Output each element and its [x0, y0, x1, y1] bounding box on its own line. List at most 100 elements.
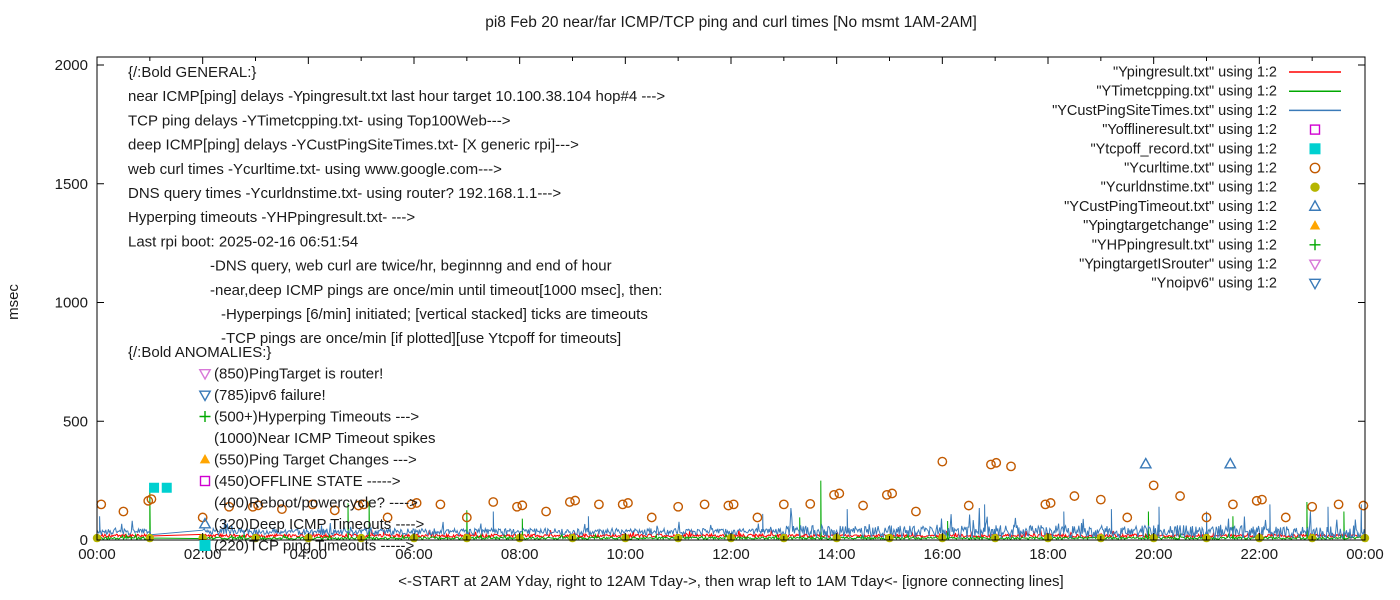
x-tick-label: 20:00 [1135, 546, 1173, 563]
marker-circle-open-icon [353, 500, 364, 511]
marker-triangle-open-icon [1223, 457, 1237, 469]
chart-title: pi8 Feb 20 near/far ICMP/TCP ping and cu… [485, 14, 977, 31]
plot-frame: 00:00 02:00 04:00 06:00 08:00 10:00 12:00 14:00… [55, 56, 1384, 563]
marker-circle-open-icon [277, 504, 287, 515]
general-annotation-line: web curl times -Ycurltime.txt- using www… [127, 161, 502, 178]
marker-circle-open-icon [435, 499, 446, 510]
anomaly-annotation-line: (220)TCP ping Timeouts -----> [214, 538, 414, 555]
marker-square-open-icon [199, 475, 211, 487]
marker-circle-open-icon [329, 505, 340, 516]
general-annotation-line: -TCP pings are once/min [if plotted][use… [221, 330, 621, 347]
general-annotation-line: near ICMP[ping] delays -Ypingresult.txt … [128, 88, 665, 105]
general-annotation-line: -DNS query, web curl are twice/hr, begin… [210, 258, 612, 275]
legend-entry: "Ypingresult.txt" using 1:2 [1113, 65, 1341, 81]
x-tick-label: 10:00 [607, 546, 645, 563]
x-tick-label: 14:00 [818, 546, 856, 563]
marker-circle-open-icon [752, 512, 763, 523]
marker-circle-open-icon [858, 500, 868, 511]
marker-circle-open-icon [570, 495, 581, 506]
marker-circle-open-icon [461, 512, 472, 523]
anomaly-annotation-line: (850)PingTarget is router! [214, 366, 383, 383]
marker-circle-open-icon [146, 494, 157, 505]
marker-circle-open-icon [253, 500, 264, 511]
x-axis-label: <-START at 2AM Yday, right to 12AM Tday-… [398, 573, 1063, 590]
anomaly-annotation-line: (320)Deep ICMP Timeouts ----> [214, 516, 424, 533]
marker-circle-open-icon [991, 457, 1002, 468]
marker-circle-open-icon [541, 506, 551, 517]
general-annotation-line: Last rpi boot: 2025-02-16 06:51:54 [128, 233, 358, 250]
general-annotation-line: deep ICMP[ping] delays -YCustPingSiteTim… [128, 137, 579, 154]
anomaly-annotation-line: (400)Reboot/powercycle? ----> [214, 495, 418, 512]
marker-circle-open-icon [1122, 512, 1133, 523]
x-tick-label: 22:00 [1241, 546, 1279, 563]
legend-entry: "YCustPingTimeout.txt" using 1:2 [1064, 199, 1322, 215]
marker-circle-open-icon [963, 500, 974, 511]
marker-circle-open-icon [382, 512, 393, 523]
legend-label: "Ycurltime.txt" using 1:2 [1124, 161, 1277, 177]
legend-label: "YCustPingSiteTimes.txt" using 1:2 [1052, 103, 1277, 119]
y-axis-label: msec [5, 284, 22, 320]
general-annotation-line: TCP ping delays -YTimetcpping.txt- using… [128, 112, 511, 129]
marker-circle-open-icon [1307, 501, 1318, 512]
legend-label: "YpingtargetISrouter" using 1:2 [1079, 257, 1277, 273]
marker-circle-open-icon [1257, 494, 1267, 505]
marker-circle-open-icon [986, 459, 996, 470]
marker-circle-open-icon [673, 501, 684, 512]
legend-entry: "Ytcpoff_record.txt" using 1:2 [1090, 141, 1321, 157]
marker-circle-open-icon [488, 497, 499, 507]
marker-triangle-open-icon [1139, 457, 1153, 469]
legend-label: "Ypingtargetchange" using 1:2 [1083, 218, 1277, 234]
marker-square-open-icon [1309, 124, 1321, 135]
general-annotation-line: -near,deep ICMP pings are once/min until… [210, 282, 662, 299]
anomaly-annotation-line: (1000)Near ICMP Timeout spikes [214, 430, 435, 447]
legend-entry: "Ypingtargetchange" using 1:2 [1083, 218, 1321, 234]
legend-label: "YCustPingTimeout.txt" using 1:2 [1064, 199, 1277, 215]
x-tick-label: 12:00 [712, 546, 750, 563]
marker-square-filled-icon [199, 540, 211, 551]
anomaly-annotation-line: (450)OFFLINE STATE -----> [214, 473, 401, 490]
marker-circle-open-icon [307, 499, 318, 510]
marker-circle-open-icon [1251, 495, 1262, 506]
series-points-Ycurltime [96, 456, 1369, 523]
x-tick-label: 00:00 [78, 546, 116, 563]
legend-entry: "Ycurldnstime.txt" using 1:2 [1101, 180, 1320, 196]
marker-triangle-open-icon [1308, 199, 1322, 211]
marker-circle-open-icon [1040, 499, 1051, 510]
marker-circle-open-icon [512, 501, 522, 512]
marker-triangle-down-open-icon [198, 390, 212, 402]
marker-circle-open-icon [1175, 491, 1185, 501]
anomaly-annotation-line: (785)ipv6 failure! [214, 387, 326, 404]
marker-triangle-open-icon [198, 517, 212, 529]
y-tick-label: 500 [63, 413, 88, 430]
legend-label: "Ypingresult.txt" using 1:2 [1113, 65, 1277, 81]
marker-circle-open-icon [1309, 162, 1321, 174]
legend-entry: "Ycurltime.txt" using 1:2 [1124, 161, 1321, 177]
series-points-YCustPingTimeout [1139, 457, 1237, 469]
marker-circle-open-icon [406, 499, 417, 510]
marker-circle-open-icon [224, 501, 234, 512]
legend-label: "Ytcpoff_record.txt" using 1:2 [1090, 141, 1277, 157]
marker-circle-open-icon [594, 499, 604, 510]
marker-plus-icon [1309, 239, 1321, 251]
marker-circle-open-icon [623, 498, 633, 508]
marker-circle-open-icon [887, 488, 898, 499]
marker-circle-open-icon [1148, 480, 1159, 491]
y-tick-label: 0 [80, 532, 88, 549]
marker-circle-open-icon [699, 499, 710, 510]
x-tick-label: 16:00 [924, 546, 962, 563]
marker-circle-open-icon [881, 489, 892, 500]
marker-circle-open-icon [728, 499, 739, 510]
legend-label: "Yofflineresult.txt" using 1:2 [1102, 122, 1277, 138]
marker-circle-open-icon [1069, 491, 1080, 501]
legend-label: "YTimetcpping.txt" using 1:2 [1096, 84, 1277, 100]
marker-circle-open-icon [1333, 499, 1344, 510]
marker-square-filled-icon [161, 482, 172, 493]
anomaly-annotation-line: {/:Bold ANOMALIES:} [128, 344, 271, 361]
marker-circle-open-icon [1045, 498, 1056, 508]
legend-entry: "Yofflineresult.txt" using 1:2 [1102, 122, 1321, 138]
anomaly-annotation-line: (550)Ping Target Changes ---> [214, 452, 417, 469]
marker-circle-filled-icon [1310, 182, 1320, 192]
marker-triangle-filled-icon [199, 454, 211, 464]
